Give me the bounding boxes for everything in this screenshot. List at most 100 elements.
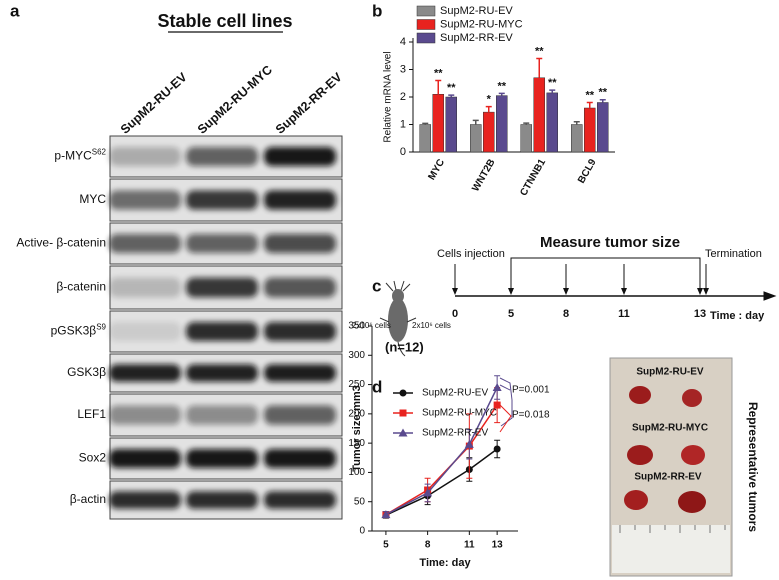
panel-label: d [372, 377, 382, 396]
bar [597, 102, 609, 153]
significance: ** [497, 80, 506, 92]
row-label: β-catenin [56, 280, 106, 294]
p-bracket [499, 404, 512, 433]
panel-label: c [372, 276, 381, 295]
group-label: SupM2-RU-EV [636, 367, 704, 378]
legend-label: SupM2-RR-EV [440, 32, 513, 44]
significance: ** [585, 89, 594, 101]
day-label: 8 [563, 308, 569, 320]
bar [546, 92, 558, 153]
photo-caption: Representative tumors [746, 402, 760, 532]
legend-label: SupM2-RR-EV [422, 428, 488, 439]
blot-band [109, 364, 181, 382]
blot-band [109, 449, 181, 468]
significance: ** [434, 67, 443, 79]
row-label-sup: S62 [92, 147, 107, 156]
blot-band [264, 190, 336, 210]
row-label-text: p-MYC [54, 149, 92, 163]
arrow-head [621, 288, 627, 295]
blot-band [109, 277, 181, 298]
y-tick-label: 250 [348, 379, 365, 390]
row-label-text: MYC [79, 192, 106, 206]
lane-label: SupM2-RU-MYC [195, 63, 275, 137]
y-tick-label: 150 [348, 438, 365, 449]
y-tick-label: 0 [359, 526, 365, 537]
x-tick-label: WNT2B [470, 157, 497, 193]
error-bar [536, 57, 543, 78]
panel-label: b [372, 1, 382, 20]
group-label: SupM2-RU-MYC [632, 423, 708, 434]
point [464, 439, 474, 448]
blot-band [109, 491, 181, 509]
day-label: 5 [508, 308, 514, 320]
row-label-text: Sox2 [79, 451, 107, 465]
legend-marker [399, 409, 407, 417]
lane-label: SupM2-RU-EV [118, 70, 190, 137]
row-label-text: LEF1 [77, 407, 106, 421]
bar [571, 124, 583, 153]
blot-band [109, 190, 181, 210]
y-tick-label: 2 [400, 91, 406, 103]
day-label: 0 [452, 308, 458, 320]
error-bar [448, 94, 455, 97]
legend-swatch [416, 5, 436, 17]
blot-band [186, 190, 258, 210]
series-line [385, 448, 498, 516]
p-bracket [499, 377, 513, 427]
blot-band [109, 405, 181, 425]
significance: * [487, 94, 492, 106]
significance: ** [447, 82, 456, 94]
x-tick-label: 11 [464, 540, 475, 551]
row-label-text: pGSK3β [51, 324, 97, 338]
p-value: P=0.018 [512, 410, 550, 421]
bar [520, 124, 532, 153]
blot-band [264, 364, 336, 382]
row-label-text: β-catenin [56, 280, 106, 294]
p-value: P=0.001 [512, 385, 550, 396]
blot-band [109, 147, 181, 166]
blot-band [264, 449, 336, 468]
event-label: Termination [705, 248, 762, 260]
error-bar [498, 92, 505, 96]
legend-label: SupM2-RU-MYC [422, 408, 497, 419]
cell-dose: 2x10⁶ cells [412, 321, 451, 330]
row-label: LEF1 [77, 407, 106, 421]
error-bar [549, 89, 556, 93]
bar [584, 107, 596, 153]
error-bar [599, 99, 606, 103]
row-label: pGSK3βS9 [51, 322, 107, 338]
x-tick-label: 5 [383, 540, 389, 551]
sample-size: (n=12) [385, 339, 424, 354]
row-label-text: Active- β-catenin [16, 236, 106, 250]
y-tick-label: 300 [348, 350, 365, 361]
x-tick-label: 13 [492, 540, 504, 551]
blot-band [109, 322, 181, 341]
blot-band [186, 277, 258, 298]
legend-label: SupM2-RU-EV [422, 388, 488, 399]
x-tick-label: 8 [425, 540, 431, 551]
day-label: 13 [694, 308, 706, 320]
blot-band [186, 449, 258, 468]
blot-band [186, 405, 258, 425]
y-tick-label: 3 [400, 63, 406, 75]
error-bar [485, 105, 492, 113]
bar [445, 96, 457, 153]
event-label: Cells injection [437, 248, 505, 260]
error-bar [573, 121, 580, 125]
significance: ** [548, 77, 557, 89]
y-tick-label: 200 [348, 408, 365, 419]
row-label: GSK3β [67, 365, 106, 379]
row-label: MYC [79, 192, 106, 206]
lane-label: SupM2-RR-EV [273, 70, 345, 137]
blot-band [264, 277, 336, 298]
legend-swatch [416, 32, 436, 44]
y-axis-label: Relative mRNA level [383, 51, 394, 142]
y-tick-label: 100 [348, 467, 365, 478]
row-label-sup: S9 [96, 322, 106, 331]
point [381, 510, 391, 519]
row-label-text: GSK3β [67, 365, 106, 379]
significance: ** [535, 45, 544, 57]
bar [496, 95, 508, 153]
legend-swatch [416, 19, 436, 30]
